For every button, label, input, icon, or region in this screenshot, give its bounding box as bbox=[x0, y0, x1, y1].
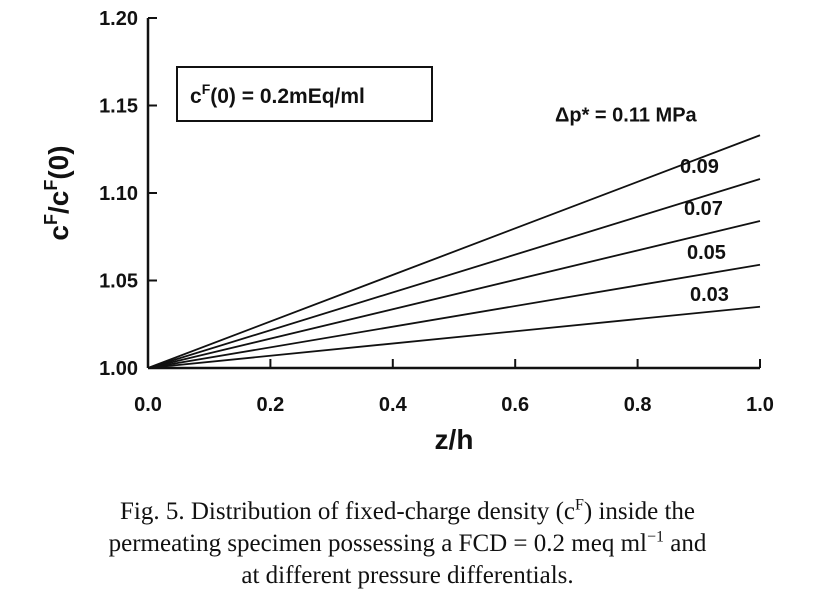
y-tick-label: 1.15 bbox=[99, 96, 138, 118]
legend-frame bbox=[176, 66, 433, 122]
y-tick-label: 1.00 bbox=[99, 358, 138, 380]
caption-text: and bbox=[664, 530, 707, 557]
y-tick-label: 1.05 bbox=[99, 271, 138, 293]
caption-text: permeating specimen possessing a FCD = 0… bbox=[108, 530, 647, 557]
series-line bbox=[147, 305, 761, 369]
x-ticks: 0.0 0.2 0.4 0.6 0.8 1.0 bbox=[134, 359, 774, 416]
x-tick-label: 0.6 bbox=[501, 394, 529, 416]
y-ticks: 1.00 1.05 1.10 1.15 1.20 bbox=[99, 8, 157, 380]
caption-sup: −1 bbox=[646, 528, 664, 546]
y-tick-label: 1.20 bbox=[99, 8, 138, 30]
x-tick-label: 0.2 bbox=[256, 394, 284, 416]
series-line bbox=[147, 220, 761, 369]
x-tick-label: 0.8 bbox=[624, 394, 652, 416]
y-tick-label: 1.10 bbox=[99, 183, 138, 205]
caption-line-3: at different pressure differentials. bbox=[241, 562, 574, 589]
caption-text: ) inside the bbox=[583, 498, 695, 525]
series-label: 0.07 bbox=[684, 198, 723, 220]
caption-text: Fig. 5. Distribution of fixed-charge den… bbox=[119, 498, 575, 525]
series-line bbox=[147, 134, 761, 369]
series-line bbox=[147, 178, 761, 369]
series-lines bbox=[147, 134, 761, 369]
x-tick-label: 0.4 bbox=[379, 394, 408, 416]
series-label: 0.05 bbox=[687, 242, 726, 264]
caption-line-1: Fig. 5. Distribution of fixed-charge den… bbox=[20, 496, 795, 528]
series-labels: Δp* = 0.11 MPa 0.09 0.07 0.05 0.03 bbox=[555, 104, 729, 306]
legend-box: cF(0) = 0.2mEq/ml bbox=[176, 66, 433, 122]
series-label: Δp* = 0.11 MPa bbox=[555, 104, 698, 126]
legend-text: cF(0) = 0.2mEq/ml bbox=[190, 81, 365, 108]
caption-line-2: permeating specimen possessing a FCD = 0… bbox=[20, 528, 795, 560]
chart: 1.001.051.101.151.20 0.0 0.2 0.4 0.6 0.8 1.0 … bbox=[41, 8, 774, 455]
series-label: 0.09 bbox=[680, 156, 719, 178]
figure-caption: Fig. 5. Distribution of fixed-charge den… bbox=[20, 496, 795, 592]
y-axis-title: cF/cF(0) bbox=[41, 145, 74, 240]
series-label: 0.03 bbox=[690, 284, 729, 306]
x-tick-label: 1.0 bbox=[746, 394, 774, 416]
series-line bbox=[147, 263, 761, 369]
x-tick-label: 0.0 bbox=[134, 394, 162, 416]
caption-sup: F bbox=[575, 496, 584, 514]
x-axis-title: z/h bbox=[435, 424, 474, 455]
